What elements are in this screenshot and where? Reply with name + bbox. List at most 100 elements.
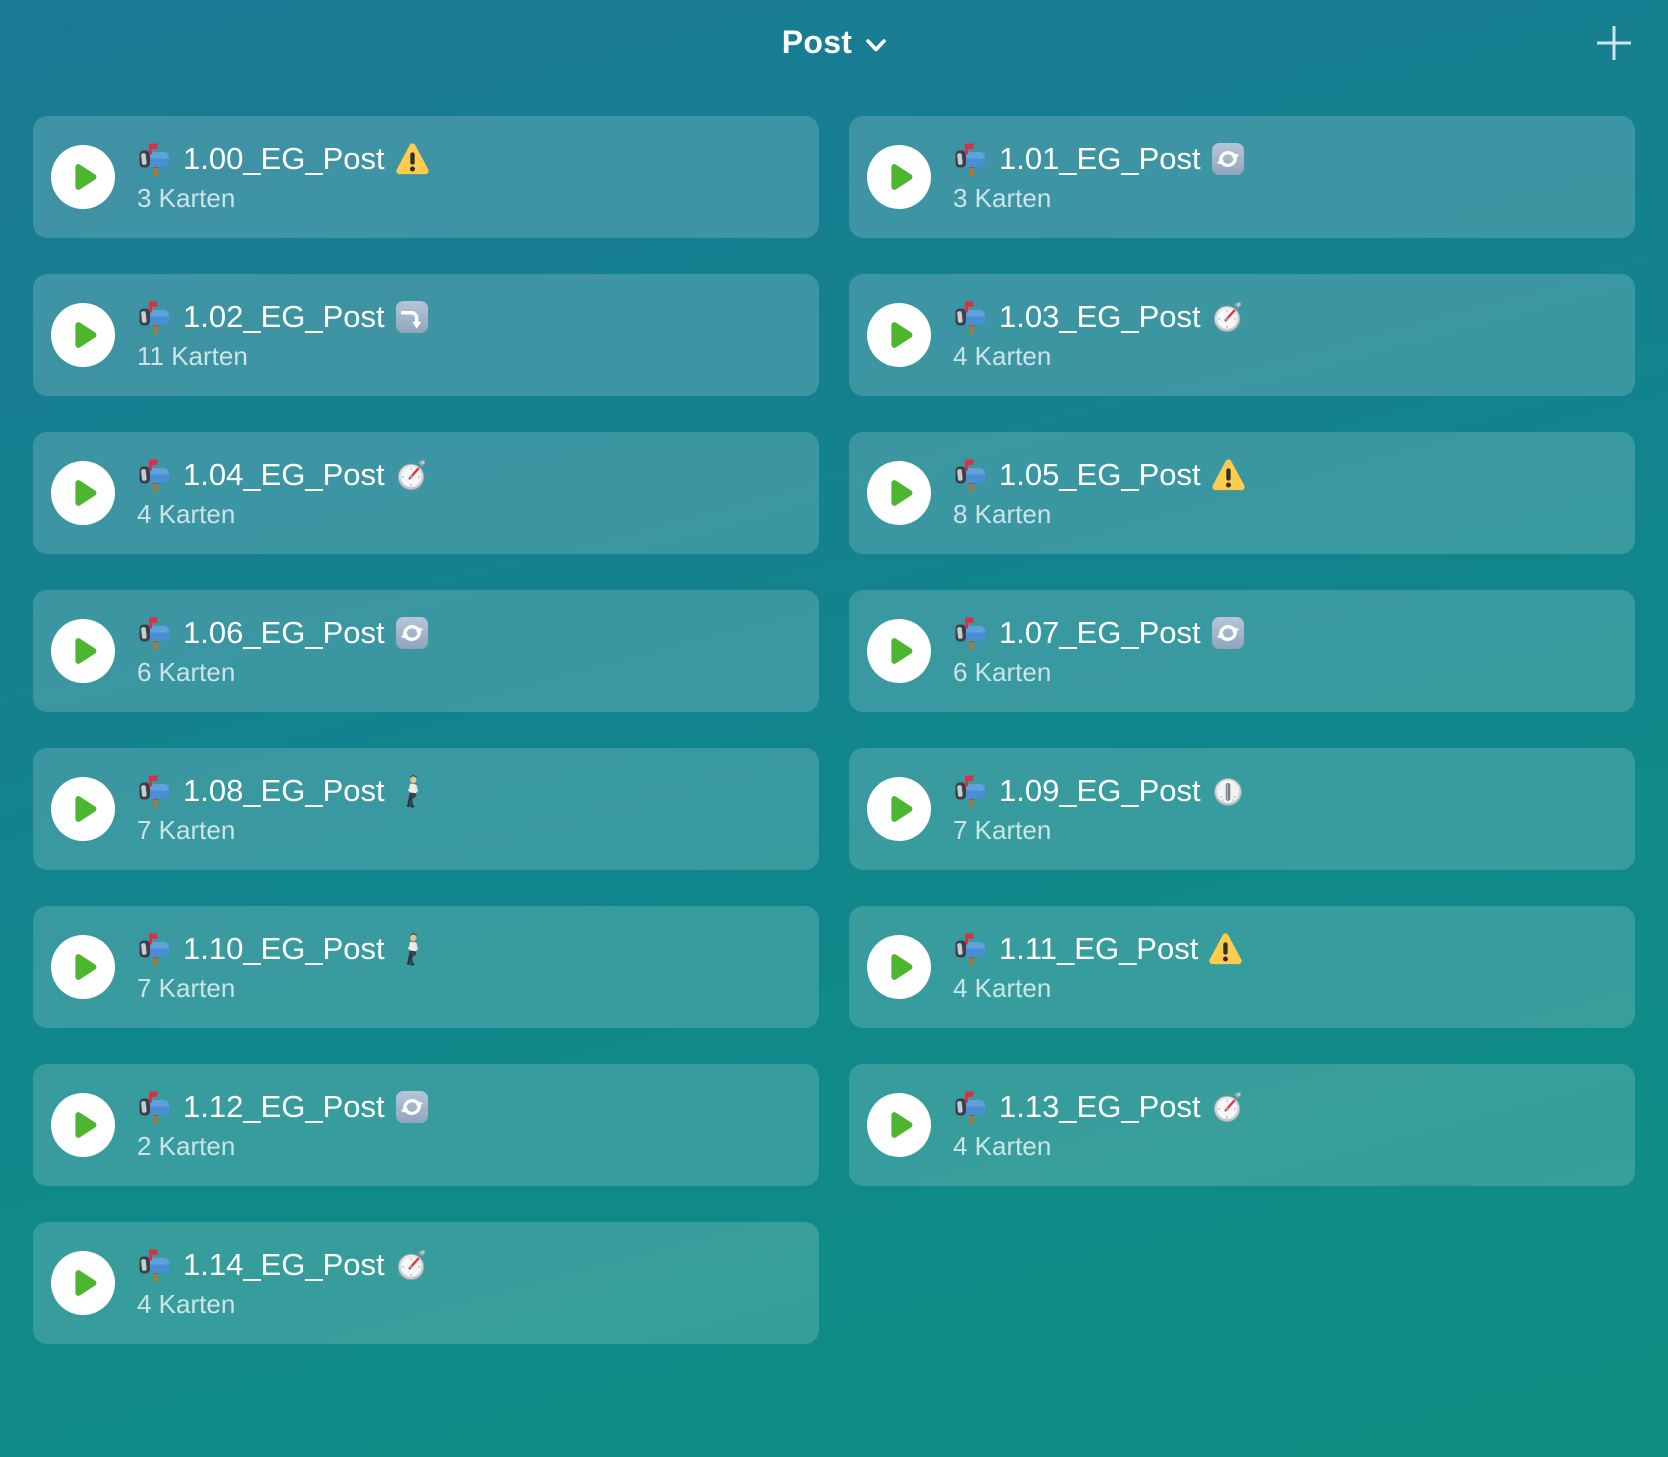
play-icon xyxy=(62,788,104,830)
deck-card[interactable]: 1.12_EG_Post 2 Karten xyxy=(33,1064,819,1186)
play-icon xyxy=(878,472,920,514)
mailbox-icon xyxy=(137,457,173,493)
deck-card[interactable]: 1.03_EG_Post 4 Karten xyxy=(849,274,1635,396)
deck-card[interactable]: 1.10_EG_Post 7 Karten xyxy=(33,906,819,1028)
plus-icon xyxy=(1597,26,1631,60)
deck-card[interactable]: 1.13_EG_Post 4 Karten xyxy=(849,1064,1635,1186)
deck-card[interactable]: 1.06_EG_Post 6 Karten xyxy=(33,590,819,712)
sync-icon xyxy=(1211,616,1245,650)
deck-text: 1.05_EG_Post 8 Karten xyxy=(953,457,1245,530)
play-icon xyxy=(62,1262,104,1304)
deck-count: 7 Karten xyxy=(137,814,236,845)
deck-count: 6 Karten xyxy=(953,656,1052,687)
play-button[interactable] xyxy=(867,303,931,367)
play-button[interactable] xyxy=(867,145,931,209)
play-icon xyxy=(62,630,104,672)
mailbox-icon xyxy=(137,615,173,651)
mailbox-icon xyxy=(953,615,989,651)
deck-card[interactable]: 1.02_EG_Post 11 Karten xyxy=(33,274,819,396)
deck-title-row: 1.05_EG_Post xyxy=(953,457,1245,493)
deck-card[interactable]: 1.08_EG_Post 7 Karten xyxy=(33,748,819,870)
deck-count: 3 Karten xyxy=(953,182,1052,213)
play-button[interactable] xyxy=(51,619,115,683)
play-icon xyxy=(878,1104,920,1146)
deck-count: 11 Karten xyxy=(137,340,248,371)
deck-text: 1.07_EG_Post 6 Karten xyxy=(953,615,1245,688)
deck-title-row: 1.02_EG_Post xyxy=(137,299,429,335)
play-button[interactable] xyxy=(867,1093,931,1157)
stopwatch-icon xyxy=(1211,300,1245,334)
deck-title-row: 1.10_EG_Post xyxy=(137,931,429,967)
deck-card[interactable]: 1.11_EG_Post 4 Karten xyxy=(849,906,1635,1028)
deck-title-row: 1.08_EG_Post xyxy=(137,773,429,809)
play-button[interactable] xyxy=(867,461,931,525)
warning-icon xyxy=(1208,932,1242,966)
mailbox-icon xyxy=(137,1089,173,1125)
deck-card[interactable]: 1.14_EG_Post 4 Karten xyxy=(33,1222,819,1344)
play-button[interactable] xyxy=(51,1251,115,1315)
deck-text: 1.02_EG_Post 11 Karten xyxy=(137,299,429,372)
stopwatch-icon xyxy=(395,1248,429,1282)
deck-text: 1.12_EG_Post 2 Karten xyxy=(137,1089,429,1162)
deck-title-row: 1.12_EG_Post xyxy=(137,1089,429,1125)
mailbox-icon xyxy=(137,299,173,335)
play-button[interactable] xyxy=(51,303,115,367)
deck-text: 1.03_EG_Post 4 Karten xyxy=(953,299,1245,372)
deck-text: 1.14_EG_Post 4 Karten xyxy=(137,1247,429,1320)
play-icon xyxy=(62,1104,104,1146)
warning-icon xyxy=(395,142,429,176)
stopwatch-icon xyxy=(1211,1090,1245,1124)
play-icon xyxy=(62,314,104,356)
play-button[interactable] xyxy=(51,461,115,525)
page-title: Post xyxy=(781,23,853,60)
deck-card[interactable]: 1.01_EG_Post 3 Karten xyxy=(849,116,1635,238)
deck-count: 4 Karten xyxy=(137,498,236,529)
deck-title: 1.00_EG_Post xyxy=(183,140,385,176)
deck-card[interactable]: 1.04_EG_Post 4 Karten xyxy=(33,432,819,554)
deck-text: 1.04_EG_Post 4 Karten xyxy=(137,457,429,530)
deck-title-row: 1.14_EG_Post xyxy=(137,1247,429,1283)
deck-title: 1.07_EG_Post xyxy=(999,614,1201,650)
deck-title: 1.04_EG_Post xyxy=(183,456,385,492)
stopwatch-icon xyxy=(395,458,429,492)
deck-folder-dropdown[interactable]: Post xyxy=(782,24,887,61)
deck-card[interactable]: 1.05_EG_Post 8 Karten xyxy=(849,432,1635,554)
mailbox-icon xyxy=(137,1247,173,1283)
play-button[interactable] xyxy=(867,935,931,999)
deck-text: 1.01_EG_Post 3 Karten xyxy=(953,141,1245,214)
arrow-curving-down-icon xyxy=(395,300,429,334)
deck-text: 1.00_EG_Post 3 Karten xyxy=(137,141,429,214)
deck-count: 3 Karten xyxy=(137,182,236,213)
deck-text: 1.09_EG_Post 7 Karten xyxy=(953,773,1245,846)
play-button[interactable] xyxy=(51,1093,115,1157)
deck-card[interactable]: 1.07_EG_Post 6 Karten xyxy=(849,590,1635,712)
deck-title: 1.05_EG_Post xyxy=(999,456,1201,492)
deck-title-row: 1.03_EG_Post xyxy=(953,299,1245,335)
deck-text: 1.11_EG_Post 4 Karten xyxy=(953,931,1242,1004)
play-button[interactable] xyxy=(867,777,931,841)
deck-title-row: 1.06_EG_Post xyxy=(137,615,429,651)
mailbox-icon xyxy=(137,773,173,809)
deck-title: 1.10_EG_Post xyxy=(183,930,385,966)
play-button[interactable] xyxy=(51,935,115,999)
play-icon xyxy=(878,946,920,988)
deck-card[interactable]: 1.00_EG_Post 3 Karten xyxy=(33,116,819,238)
add-deck-button[interactable] xyxy=(1593,22,1635,64)
deck-title-row: 1.11_EG_Post xyxy=(953,931,1242,967)
mailbox-icon xyxy=(953,1089,989,1125)
deck-card[interactable]: 1.09_EG_Post 7 Karten xyxy=(849,748,1635,870)
deck-title: 1.14_EG_Post xyxy=(183,1246,385,1282)
deck-title-row: 1.07_EG_Post xyxy=(953,615,1245,651)
mailbox-icon xyxy=(953,141,989,177)
deck-text: 1.08_EG_Post 7 Karten xyxy=(137,773,429,846)
play-button[interactable] xyxy=(51,145,115,209)
mailbox-icon xyxy=(137,931,173,967)
play-button[interactable] xyxy=(51,777,115,841)
deck-count: 7 Karten xyxy=(137,972,236,1003)
deck-count: 8 Karten xyxy=(953,498,1052,529)
deck-count: 4 Karten xyxy=(137,1288,236,1319)
deck-count: 2 Karten xyxy=(137,1130,236,1161)
deck-title-row: 1.09_EG_Post xyxy=(953,773,1245,809)
play-button[interactable] xyxy=(867,619,931,683)
